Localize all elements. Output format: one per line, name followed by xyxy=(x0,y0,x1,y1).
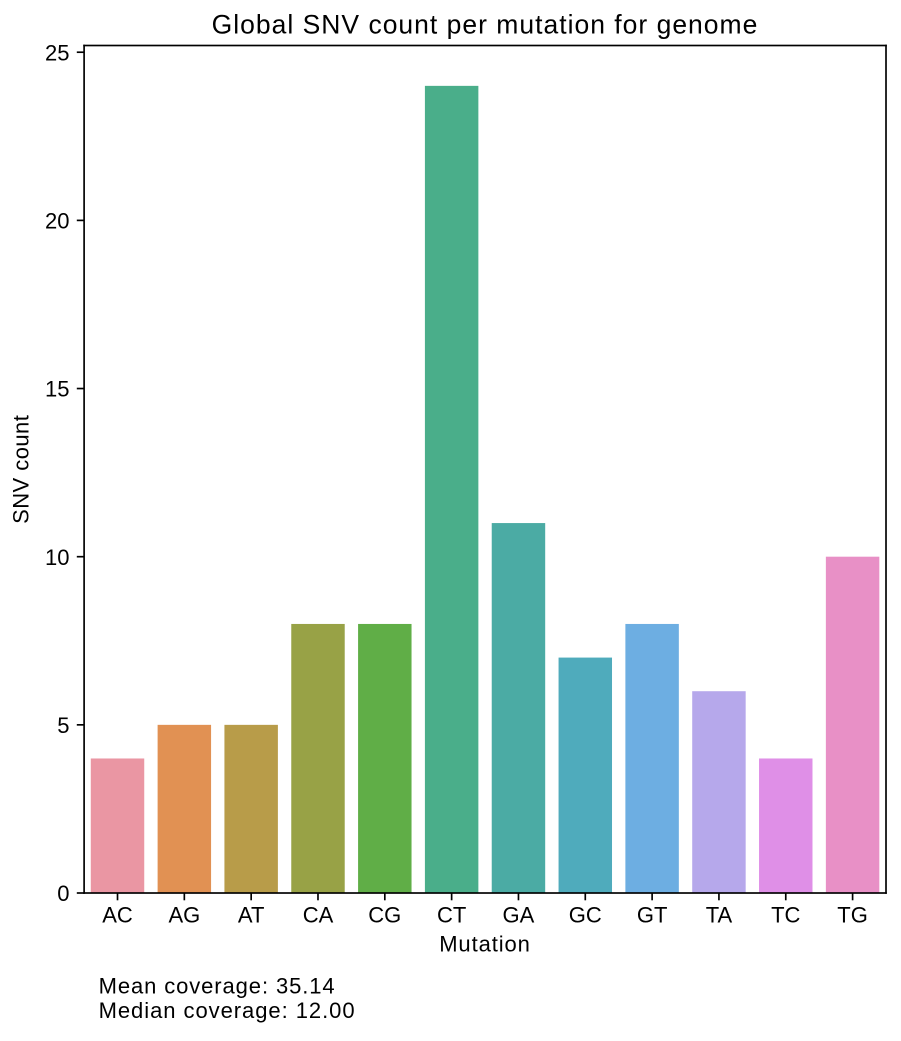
svg-text:SNV count: SNV count xyxy=(9,415,34,524)
svg-text:TA: TA xyxy=(706,903,733,928)
svg-text:GA: GA xyxy=(503,903,535,928)
svg-text:Mean coverage: 35.14: Mean coverage: 35.14 xyxy=(99,974,336,999)
svg-text:AG: AG xyxy=(168,903,200,928)
svg-text:AT: AT xyxy=(238,903,264,928)
svg-text:CA: CA xyxy=(303,903,334,928)
svg-text:TC: TC xyxy=(771,903,800,928)
svg-text:20: 20 xyxy=(45,209,69,234)
svg-text:AC: AC xyxy=(102,903,133,928)
svg-text:GT: GT xyxy=(637,903,668,928)
svg-text:CT: CT xyxy=(437,903,466,928)
svg-text:Mutation: Mutation xyxy=(439,932,531,957)
svg-text:TG: TG xyxy=(837,903,868,928)
svg-text:0: 0 xyxy=(57,881,69,906)
svg-text:25: 25 xyxy=(45,40,69,65)
svg-text:CG: CG xyxy=(368,903,401,928)
svg-text:Median coverage: 12.00: Median coverage: 12.00 xyxy=(99,998,356,1023)
svg-text:10: 10 xyxy=(45,545,69,570)
svg-text:15: 15 xyxy=(45,377,69,402)
svg-text:5: 5 xyxy=(57,713,69,738)
svg-text:GC: GC xyxy=(569,903,602,928)
svg-text:Global SNV count per mutation: Global SNV count per mutation for genome xyxy=(212,10,759,40)
